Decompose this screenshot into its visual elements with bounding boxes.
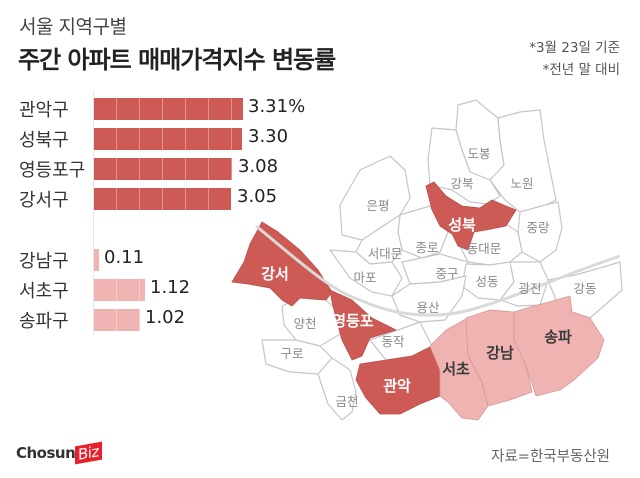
source-credit: 자료=한국부동산원 <box>491 449 610 465</box>
bar-label: 서초구 <box>19 281 69 302</box>
han-river <box>255 224 621 317</box>
map-label-songpa: 송파 <box>544 328 572 346</box>
map-label-yongsan: 용산 <box>416 300 440 315</box>
map-label-junggu: 중구 <box>435 266 458 281</box>
bar-value: 1.02 <box>145 307 186 328</box>
district-seocho <box>429 317 489 421</box>
map-label-seongdong: 성동 <box>475 274 498 289</box>
district-gangseo <box>231 221 333 307</box>
map-label-gangnam: 강남 <box>486 344 514 362</box>
bar-value: 1.12 <box>150 277 191 298</box>
bar-label: 강남구 <box>19 251 69 272</box>
map-label-yeongdeungpo: 영등포 <box>332 312 374 330</box>
district-gangbuk <box>427 127 501 205</box>
notes: *3월 23일 기준 *전년 말 대비 <box>529 37 620 81</box>
district-gangnam <box>465 309 533 407</box>
district-yongsan <box>391 275 467 323</box>
map-label-dongdaemun: 동대문 <box>467 241 502 256</box>
bar-label: 영등포구 <box>19 160 86 181</box>
bar-label: 송파구 <box>19 311 69 332</box>
map-label-gangdong: 강동 <box>573 281 596 296</box>
subtitle: 서울 지역구별 <box>19 16 127 38</box>
bar-value: 3.05 <box>237 186 278 207</box>
map-label-nowon: 노원 <box>510 176 533 191</box>
bar <box>94 279 145 301</box>
note-basis: *전년 말 대비 <box>542 62 620 78</box>
bar <box>94 98 243 120</box>
district-gwanak <box>355 345 441 415</box>
bar <box>94 249 99 271</box>
map-label-jungnang: 중랑 <box>526 220 550 235</box>
logo-text: Chosun <box>16 444 76 462</box>
logo-badge: Biz <box>75 441 103 465</box>
note-date: *3월 23일 기준 <box>529 40 620 56</box>
bar-value: 0.11 <box>104 247 145 268</box>
map-label-eunpyeong: 은평 <box>366 198 389 213</box>
map-label-gangseo: 강서 <box>261 265 289 283</box>
bar-label: 강서구 <box>19 190 69 211</box>
map-label-dobong: 도봉 <box>467 146 490 161</box>
bar-value: 3.31% <box>248 96 306 117</box>
district-yeongdeungpo <box>329 289 397 361</box>
map-label-seongbuk: 성북 <box>448 216 476 234</box>
bar-label: 관악구 <box>19 100 69 121</box>
bar <box>94 309 140 331</box>
bar <box>94 158 232 180</box>
district-songpa <box>513 295 605 397</box>
map-label-mapo: 마포 <box>353 270 376 285</box>
map-label-gwanak: 관악 <box>383 377 411 395</box>
map-label-dongjak: 동작 <box>381 334 405 349</box>
bar <box>94 128 242 150</box>
map-label-geumcheon: 금천 <box>335 394 358 409</box>
map-label-yangcheon: 양천 <box>293 316 316 331</box>
bar <box>94 188 231 210</box>
map-label-guro: 구로 <box>280 346 303 361</box>
district-seongbuk <box>425 181 517 251</box>
bar-value: 3.08 <box>238 156 279 177</box>
district-mapo <box>329 249 403 297</box>
map-label-seodaemun: 서대문 <box>368 246 403 261</box>
chosunbiz-logo: Chosun Biz <box>16 441 103 465</box>
map-label-gwangjin: 광진 <box>518 281 541 296</box>
map-label-seocho: 서초 <box>442 360 470 378</box>
map-label-jongno: 종로 <box>415 240 438 255</box>
bar-label: 성북구 <box>19 130 69 151</box>
map-label-gangbuk: 강북 <box>450 176 473 191</box>
district-geumcheon <box>317 357 357 421</box>
bar-value: 3.30 <box>248 126 289 147</box>
chart-title: 주간 아파트 매매가격지수 변동률 <box>18 46 336 74</box>
bar-axis-line <box>93 90 94 335</box>
